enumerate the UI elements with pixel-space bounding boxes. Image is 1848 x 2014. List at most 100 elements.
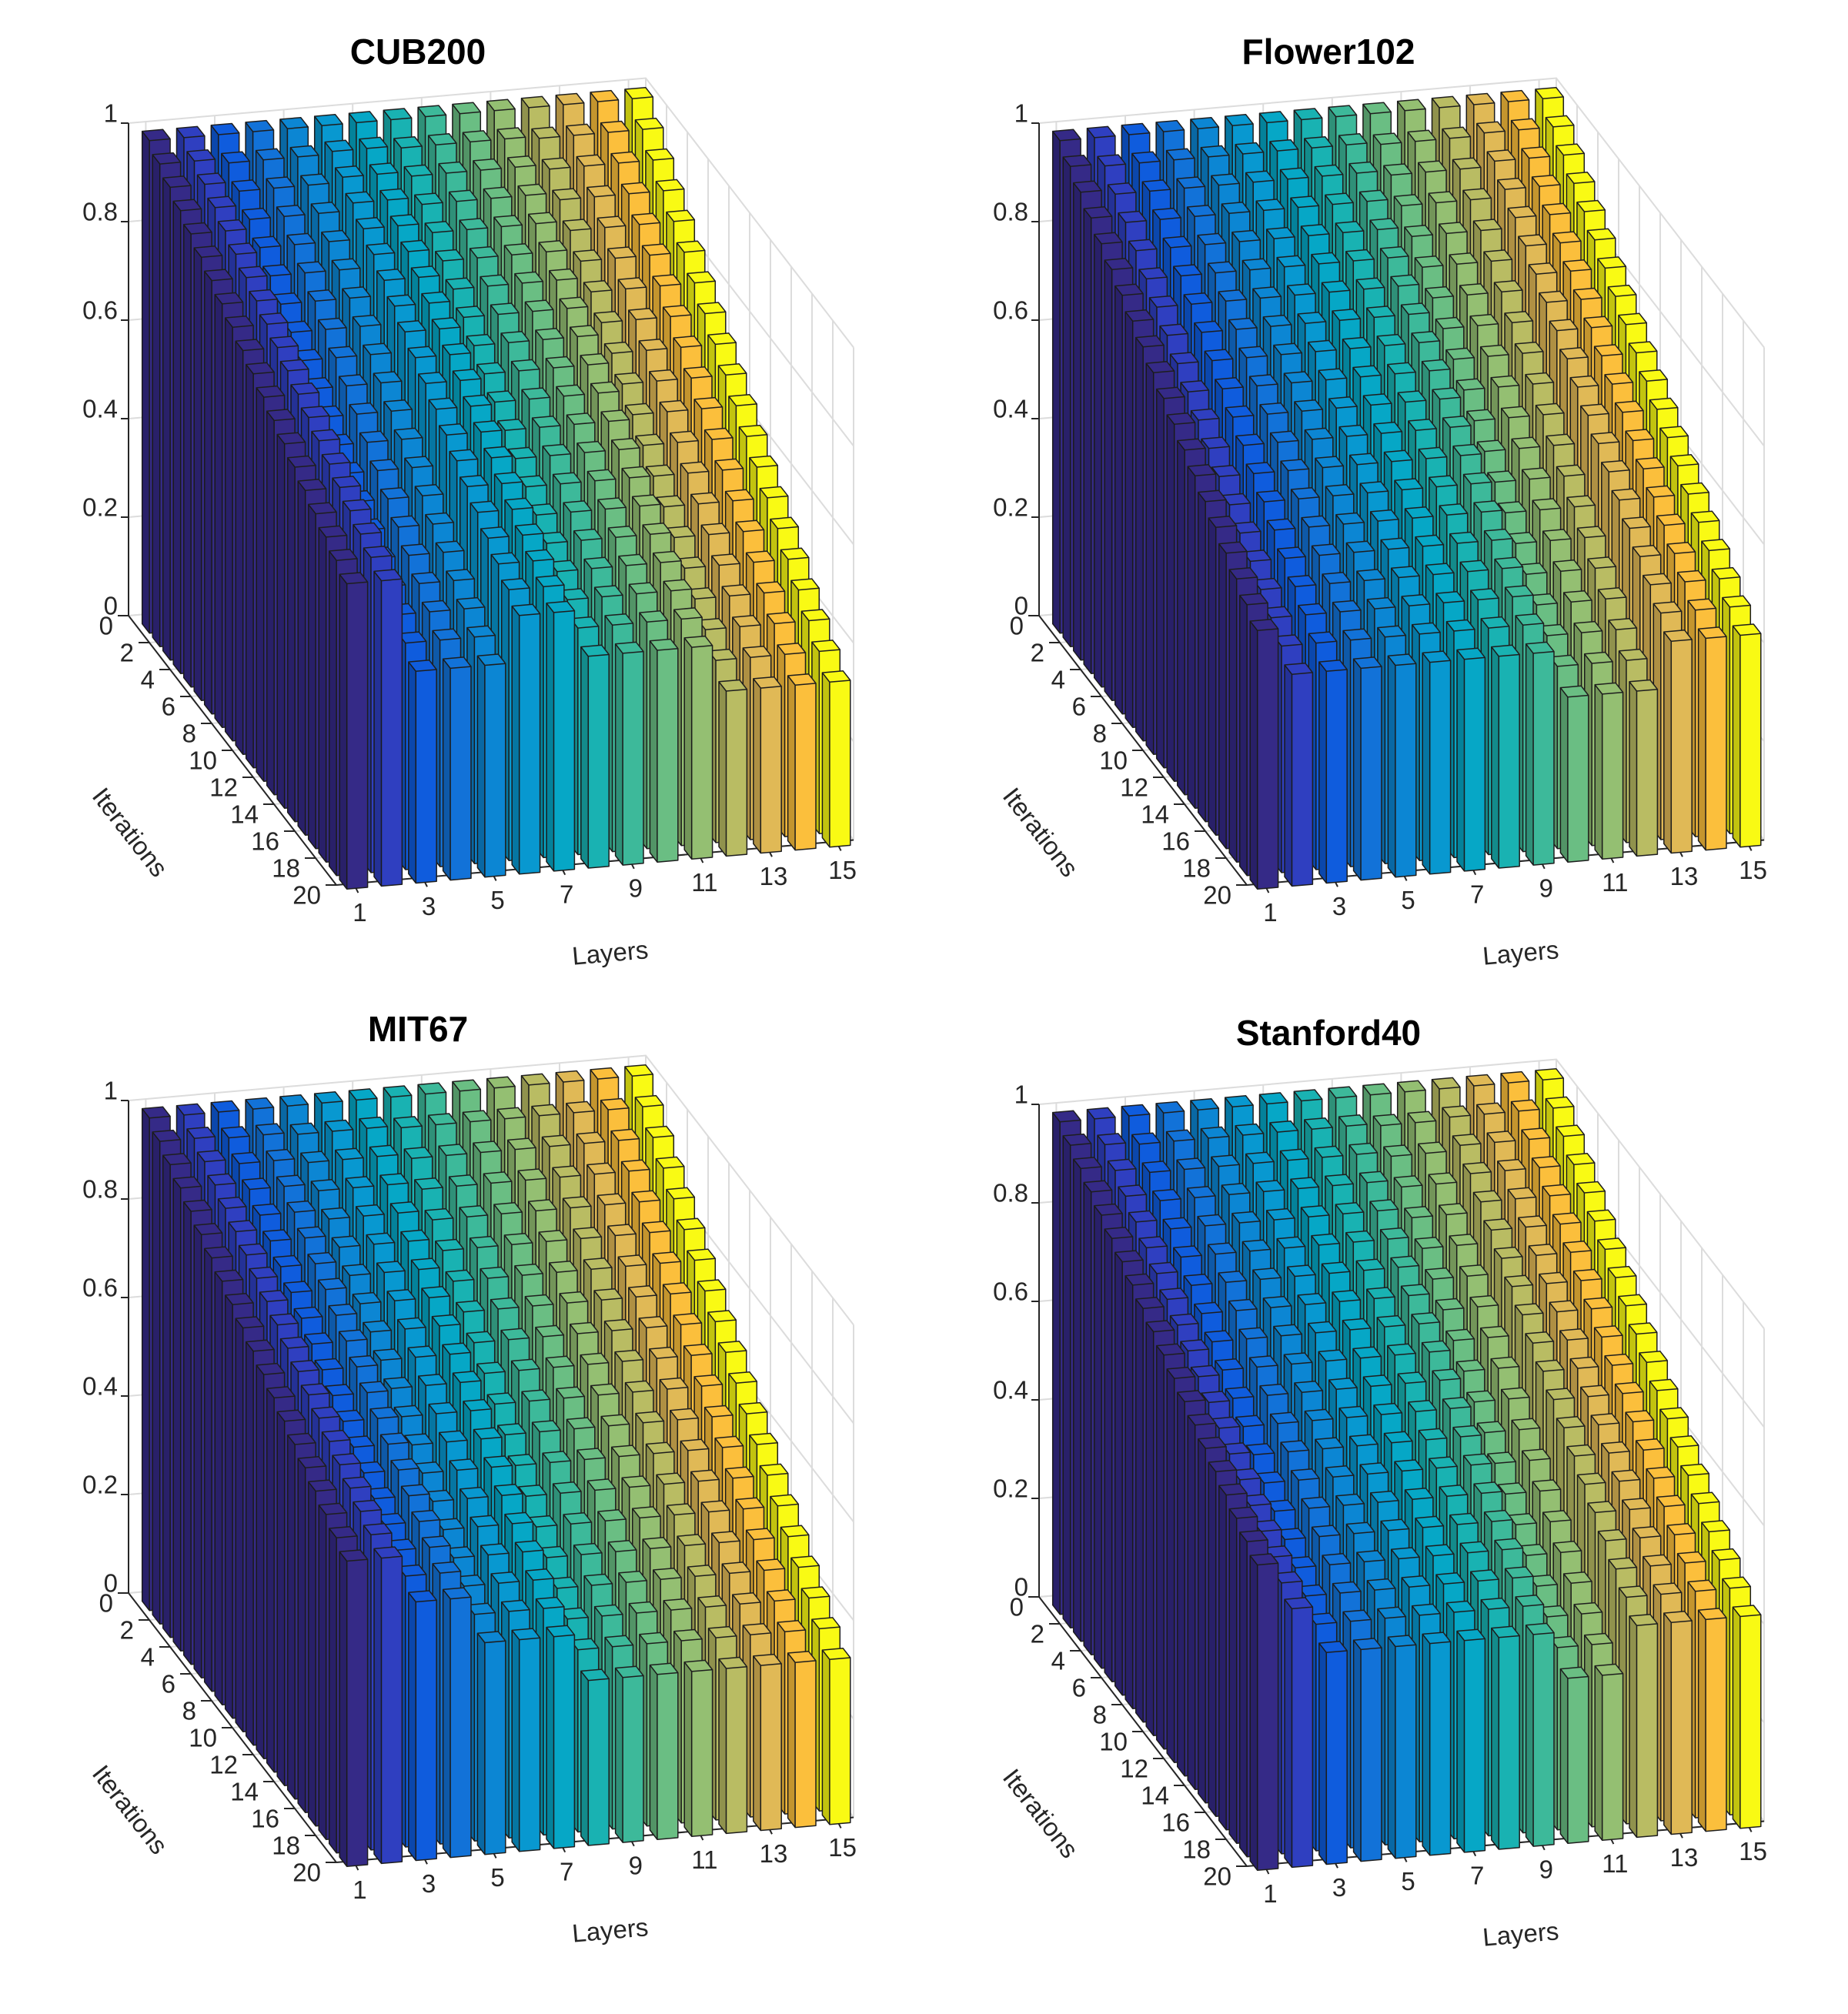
bar — [476, 653, 506, 878]
bar-group — [1491, 644, 1520, 869]
x-tick-label: 11 — [1602, 868, 1628, 897]
bar-shade — [1560, 1668, 1568, 1844]
bar-shade — [1063, 157, 1071, 647]
bar-shade — [753, 678, 761, 853]
bar-group — [1318, 1641, 1348, 1865]
bar-group — [1697, 1608, 1727, 1832]
chart-title: MIT67 — [368, 1009, 468, 1049]
bar-group — [1422, 1632, 1452, 1856]
y-tick-label: 12 — [1120, 773, 1148, 802]
bar-shade — [1595, 1665, 1602, 1841]
bar-group — [1249, 619, 1279, 890]
y-tick-label: 14 — [230, 1778, 259, 1806]
z-tick-label: 0.2 — [993, 493, 1028, 522]
bar-shade — [194, 1225, 202, 1678]
bar-shade — [1560, 687, 1568, 863]
bar-shade — [1208, 1462, 1216, 1817]
bar-shade — [173, 201, 181, 674]
chart-title: Flower102 — [1242, 32, 1415, 72]
bar — [683, 635, 713, 860]
bar-shade — [650, 1665, 657, 1840]
bar — [753, 676, 782, 854]
bar-group — [753, 676, 782, 854]
panel: 00.20.40.60.811 3 5 7 9 11 13 15024681012141618… — [993, 32, 1767, 970]
z-tick-label: 0.8 — [82, 1175, 118, 1204]
bar-shade — [246, 364, 254, 768]
bar-group — [1594, 1663, 1624, 1842]
bar-shade — [1094, 1205, 1102, 1668]
bar-shade — [1135, 337, 1144, 741]
bar-shade — [1167, 415, 1175, 782]
z-tick-label: 0.8 — [993, 198, 1028, 226]
bar-group — [580, 1668, 610, 1846]
y-tick-label: 18 — [1182, 854, 1211, 883]
bar-shade — [546, 1627, 554, 1849]
y-axis-label: Iterations — [998, 1763, 1084, 1863]
bar-group — [1629, 679, 1659, 857]
bar-shade — [173, 1178, 181, 1652]
x-tick-label: 7 — [560, 880, 573, 908]
bar-shade — [256, 387, 264, 782]
z-tick-label: 0 — [1014, 592, 1028, 620]
chart-title: Stanford40 — [1236, 1013, 1421, 1053]
bar-shade — [266, 1388, 275, 1772]
panel: 00.20.40.60.811 3 5 7 9 11 13 15024681012141618… — [82, 1009, 857, 1948]
bar-shade — [1229, 569, 1237, 863]
bar-shade — [1318, 1643, 1327, 1865]
bar-shade — [684, 637, 692, 860]
y-axis-label: Iterations — [87, 1759, 174, 1859]
z-tick-label: 0.8 — [82, 198, 118, 226]
bar-shade — [339, 1551, 347, 1867]
z-tick-label: 0 — [104, 592, 118, 620]
bar-group — [476, 653, 506, 878]
bar-shade — [1146, 1322, 1154, 1736]
bar-shade — [1491, 1628, 1499, 1849]
bar-shade — [277, 434, 285, 809]
bar-shade — [615, 643, 623, 866]
axis-line — [1038, 615, 1248, 886]
x-tick-label: 5 — [1401, 1867, 1415, 1895]
bar-shade — [1353, 1640, 1362, 1862]
bar-shade — [215, 294, 222, 728]
y-tick-label: 0 — [1010, 612, 1024, 640]
y-tick-label: 0 — [99, 612, 113, 640]
bar-shade — [1698, 629, 1706, 850]
bar-shade — [1114, 286, 1123, 714]
panel: 00.20.40.60.811 3 5 7 9 11 13 15024681012141618… — [993, 1013, 1767, 1952]
bar-group — [511, 603, 541, 875]
bar-group — [683, 1659, 713, 1838]
x-tick-label: 7 — [1470, 1861, 1484, 1889]
bar-group — [1387, 653, 1417, 878]
bar-shade — [1239, 595, 1248, 876]
bar-group — [408, 660, 437, 884]
bar-shade — [1104, 1229, 1112, 1682]
bar-group — [614, 641, 644, 866]
bar-shade — [1285, 1599, 1292, 1868]
bar-group — [1697, 626, 1727, 851]
bar-shade — [1052, 1112, 1061, 1615]
x-tick-label: 13 — [1670, 1843, 1699, 1872]
x-tick-label: 15 — [828, 856, 857, 884]
y-tick-label: 14 — [1141, 1782, 1169, 1810]
x-tick-label: 15 — [828, 1833, 857, 1862]
bar-shade — [194, 248, 202, 701]
bar-shade — [142, 1108, 150, 1611]
y-tick-label: 2 — [1031, 639, 1044, 667]
bar-shade — [719, 681, 727, 857]
y-tick-label: 10 — [189, 1724, 217, 1752]
bar-shade — [443, 659, 451, 880]
panel: 00.20.40.60.811 3 5 7 9 11 13 15024681012141618… — [82, 32, 857, 970]
bar-shade — [546, 603, 554, 871]
y-tick-label: 20 — [1203, 1862, 1231, 1891]
y-tick-label: 12 — [209, 773, 238, 802]
bar-group — [546, 600, 576, 872]
y-tick-label: 2 — [120, 1616, 134, 1645]
bar-shade — [1208, 518, 1216, 836]
bar-shade — [1250, 621, 1258, 890]
bar-shade — [1084, 1182, 1091, 1655]
y-tick-label: 10 — [1099, 746, 1128, 775]
bar-shade — [287, 1435, 296, 1799]
bar-shade — [308, 1481, 316, 1826]
bar-shade — [1422, 653, 1430, 874]
